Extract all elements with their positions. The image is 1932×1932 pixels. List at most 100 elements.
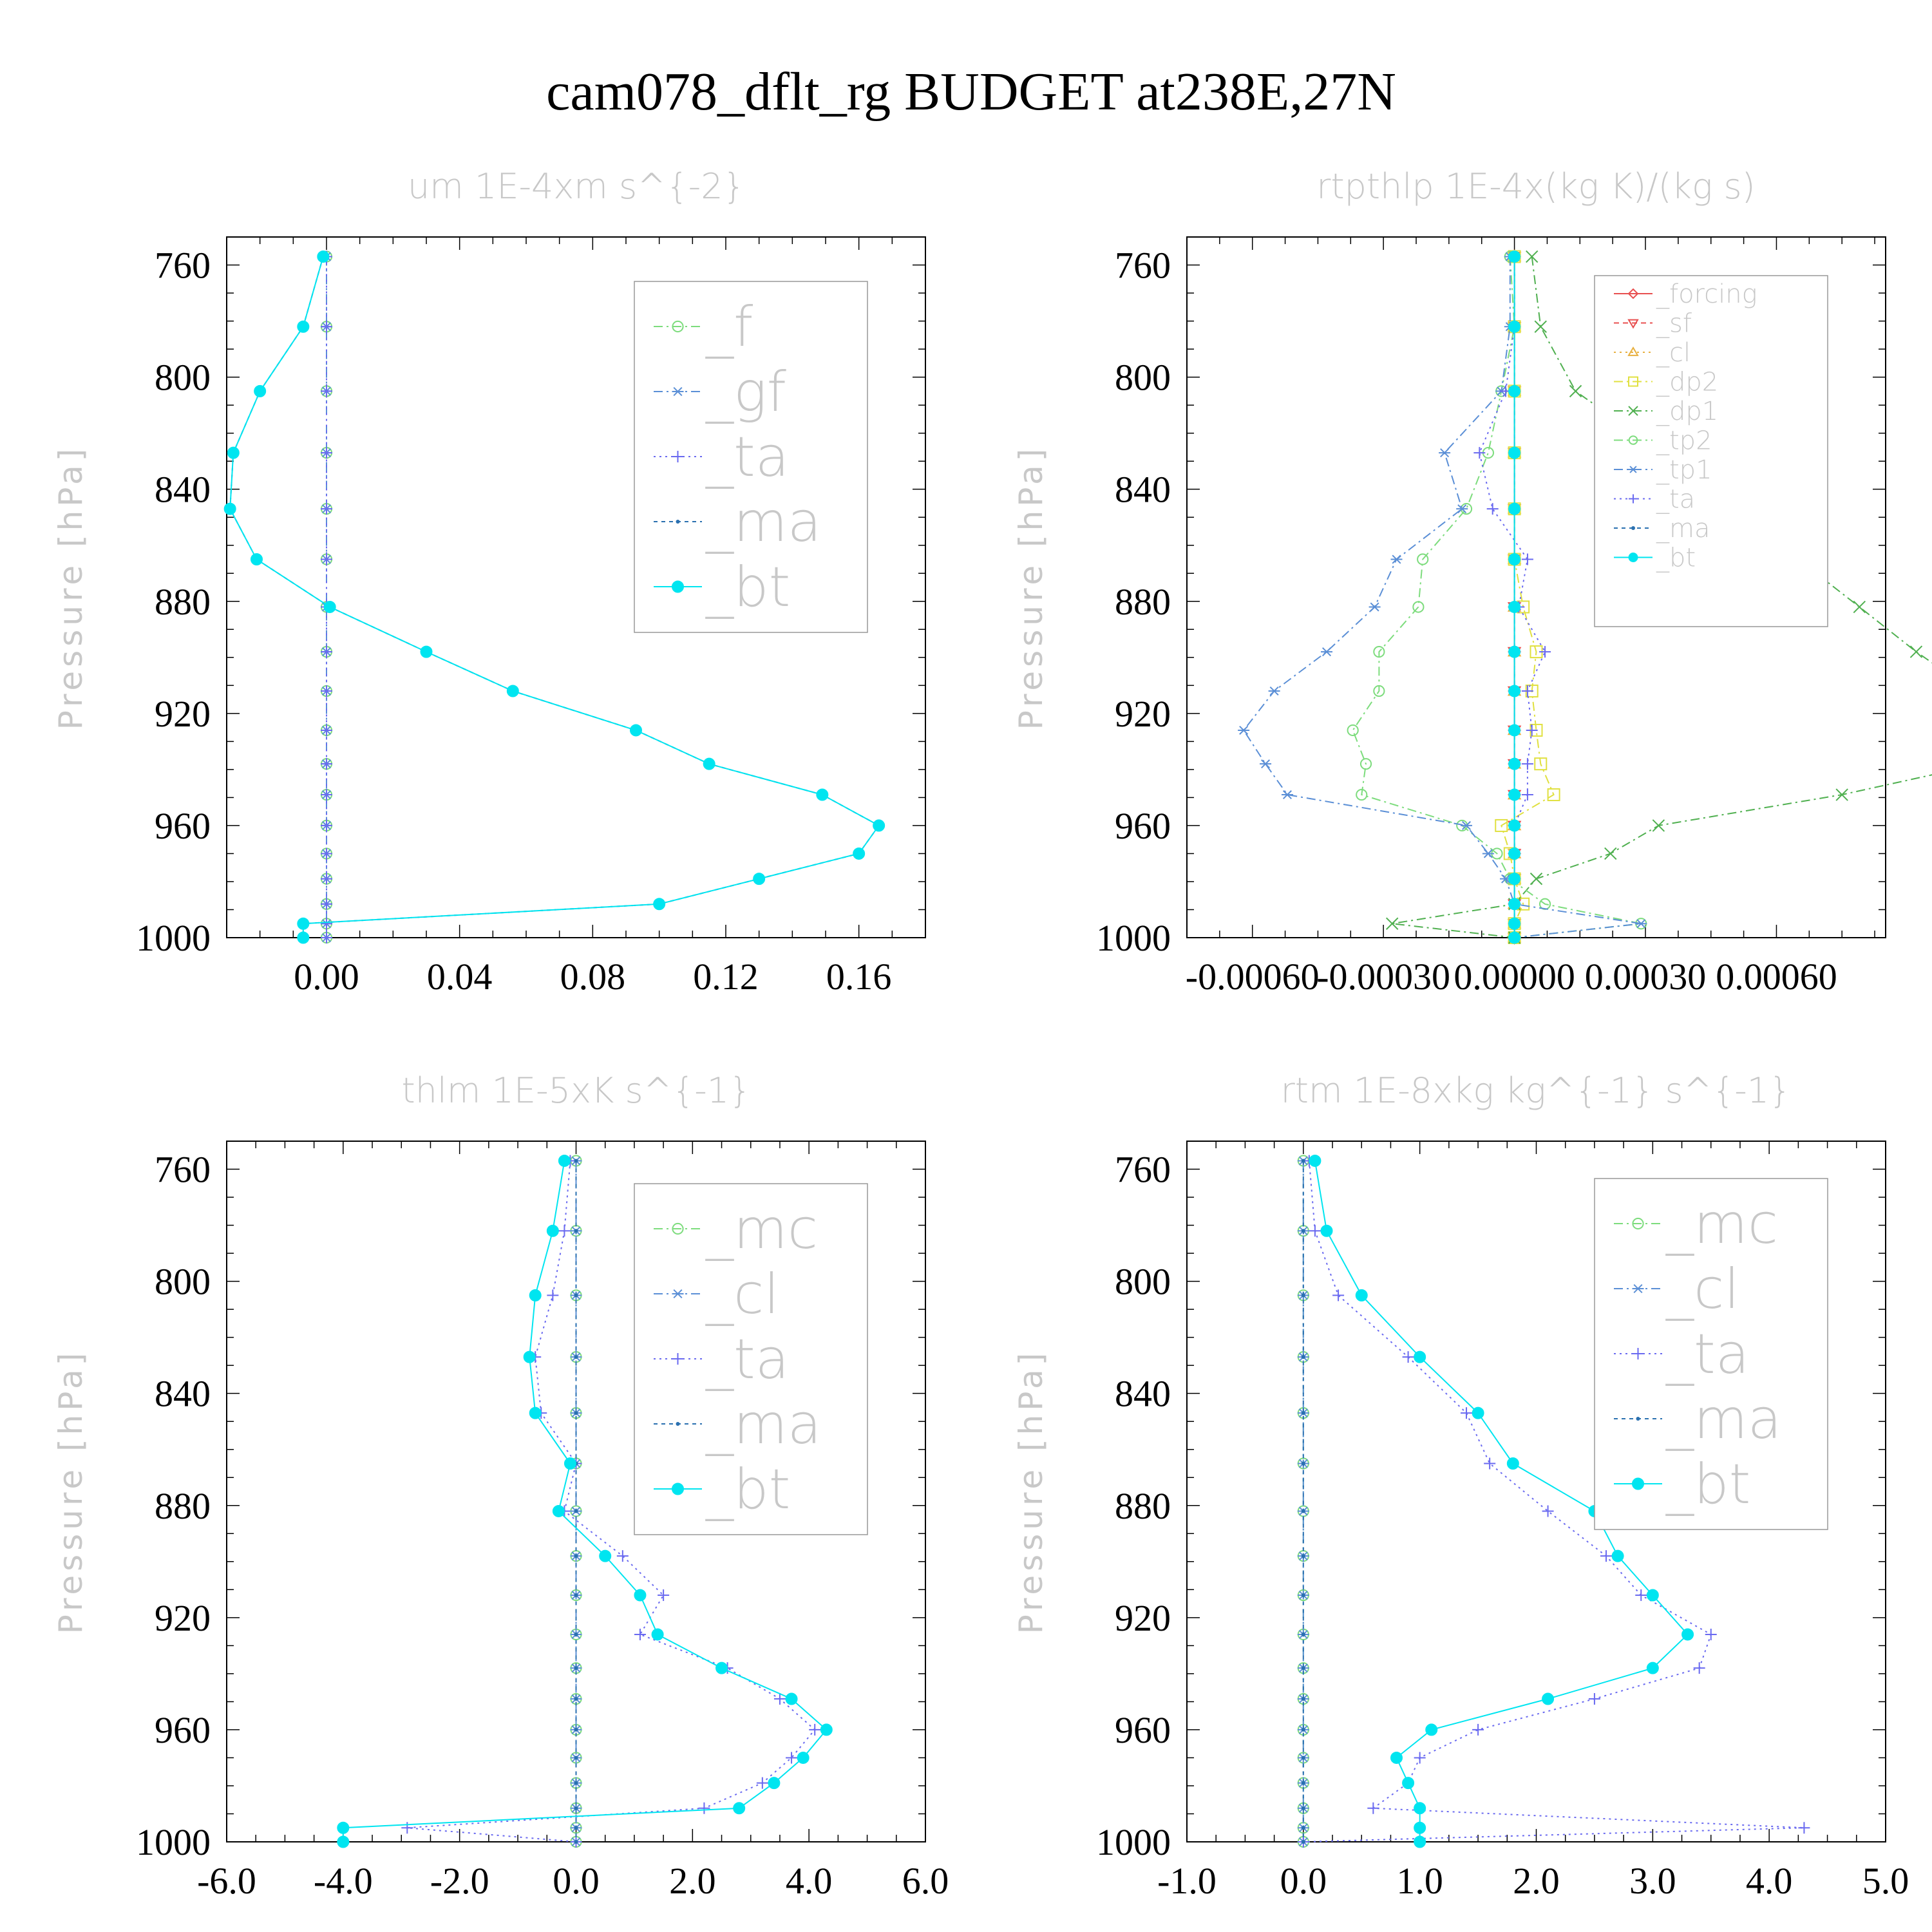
data-point xyxy=(1508,685,1521,697)
data-point xyxy=(574,1666,578,1671)
data-point xyxy=(321,385,332,397)
data-point xyxy=(1402,1777,1415,1790)
data-point xyxy=(227,446,240,459)
legend-label: _sf xyxy=(1656,309,1692,339)
y-tick-label: 960 xyxy=(1115,805,1171,847)
data-point xyxy=(1611,1549,1624,1562)
data-point xyxy=(546,1224,559,1237)
legend-marker xyxy=(672,451,684,462)
data-point xyxy=(1301,1666,1305,1671)
data-point xyxy=(1332,1289,1345,1302)
legend-label: _cl xyxy=(1665,1257,1739,1321)
data-point xyxy=(321,724,332,736)
data-point xyxy=(1456,504,1468,514)
data-point xyxy=(251,553,263,565)
y-tick-label: 840 xyxy=(155,1373,211,1415)
legend-marker xyxy=(672,1353,684,1365)
x-tick-label: -4.0 xyxy=(314,1860,373,1902)
data-point xyxy=(1301,1229,1305,1233)
data-point xyxy=(653,898,666,911)
data-point xyxy=(1569,384,1582,398)
series-line xyxy=(407,1160,816,1842)
data-point xyxy=(1508,724,1521,737)
x-tick-label: 0.00000 xyxy=(1454,956,1575,998)
y-tick-label: 960 xyxy=(155,1709,211,1751)
series-dp2 xyxy=(1495,250,1560,944)
data-point xyxy=(1798,1822,1810,1834)
data-point xyxy=(1486,503,1499,515)
data-point xyxy=(1417,553,1429,565)
y-tick-label: 800 xyxy=(155,1261,211,1303)
data-point xyxy=(1588,1693,1600,1705)
series-ta xyxy=(1297,1155,1810,1848)
data-point xyxy=(1681,1628,1694,1641)
data-point xyxy=(1301,1593,1305,1598)
x-tick-label: 0.00060 xyxy=(1716,956,1837,998)
data-point xyxy=(574,1806,578,1810)
data-point xyxy=(321,503,332,515)
data-point xyxy=(1321,647,1332,657)
data-point xyxy=(297,931,310,944)
y-tick-label: 760 xyxy=(155,1149,211,1191)
data-point xyxy=(1301,1756,1305,1760)
plot-frame xyxy=(1186,236,1886,938)
data-point xyxy=(321,873,332,885)
legend-label: _dp2 xyxy=(1656,368,1718,397)
x-tick-label: -0.00060 xyxy=(1186,956,1320,998)
y-tick-label: 1000 xyxy=(136,1821,211,1863)
y-tick-label: 960 xyxy=(1115,1709,1171,1751)
data-point xyxy=(323,600,336,613)
data-point xyxy=(1301,1632,1305,1636)
data-point xyxy=(1508,502,1521,515)
legend-marker xyxy=(1627,319,1639,329)
data-point xyxy=(1539,646,1551,658)
data-point xyxy=(816,788,829,801)
data-point xyxy=(1646,1662,1659,1674)
data-point xyxy=(337,1821,350,1834)
data-point xyxy=(1835,788,1848,801)
x-tick-label: -0.00030 xyxy=(1316,956,1450,998)
data-point xyxy=(1359,758,1372,770)
data-point xyxy=(1508,446,1521,459)
legend: _mc_cl_ta_ma_bt xyxy=(1594,1178,1828,1530)
data-point xyxy=(756,1777,768,1789)
data-point xyxy=(1412,601,1425,613)
y-tick-label: 1000 xyxy=(1096,1821,1171,1863)
legend-marker xyxy=(1632,1477,1644,1490)
data-point xyxy=(1482,849,1494,858)
series-tp1 xyxy=(1238,252,1647,943)
data-point xyxy=(1652,819,1665,832)
data-point xyxy=(1547,788,1560,802)
data-point xyxy=(1301,1509,1305,1513)
series-bt xyxy=(337,1154,833,1848)
data-point xyxy=(1301,1806,1305,1810)
panel-rtpthlp: rtpthlp 1E-4x(kg K)/(kg s) Pressure [hPa]… xyxy=(1012,166,1932,998)
legend-label: _forcing xyxy=(1656,279,1757,309)
data-point xyxy=(1506,1457,1519,1470)
data-point xyxy=(1439,448,1451,458)
data-point xyxy=(547,1289,559,1302)
data-point xyxy=(523,1350,536,1363)
legend-marker xyxy=(1628,435,1638,445)
series-bt xyxy=(1508,250,1521,944)
data-point xyxy=(1301,1826,1305,1830)
x-tick-label: 2.0 xyxy=(669,1860,716,1902)
data-point xyxy=(1508,645,1521,658)
y-axis-label: Pressure [hPa] xyxy=(52,445,90,730)
data-point xyxy=(420,645,433,658)
legend-label: _f xyxy=(705,295,753,359)
data-point xyxy=(1367,1802,1379,1814)
y-tick-label: 880 xyxy=(155,581,211,623)
legend-label: _ta xyxy=(1665,1322,1749,1387)
series-line xyxy=(1303,1160,1804,1842)
data-point xyxy=(1521,758,1533,770)
data-point xyxy=(321,553,332,565)
x-tick-label: 0.16 xyxy=(826,956,892,998)
y-axis-label: Pressure [hPa] xyxy=(1012,445,1050,730)
data-point xyxy=(1461,1407,1472,1419)
data-point xyxy=(574,1593,578,1598)
data-point xyxy=(1368,602,1381,612)
data-point xyxy=(785,1692,798,1705)
data-point xyxy=(1309,1225,1321,1237)
data-point xyxy=(1508,250,1521,263)
